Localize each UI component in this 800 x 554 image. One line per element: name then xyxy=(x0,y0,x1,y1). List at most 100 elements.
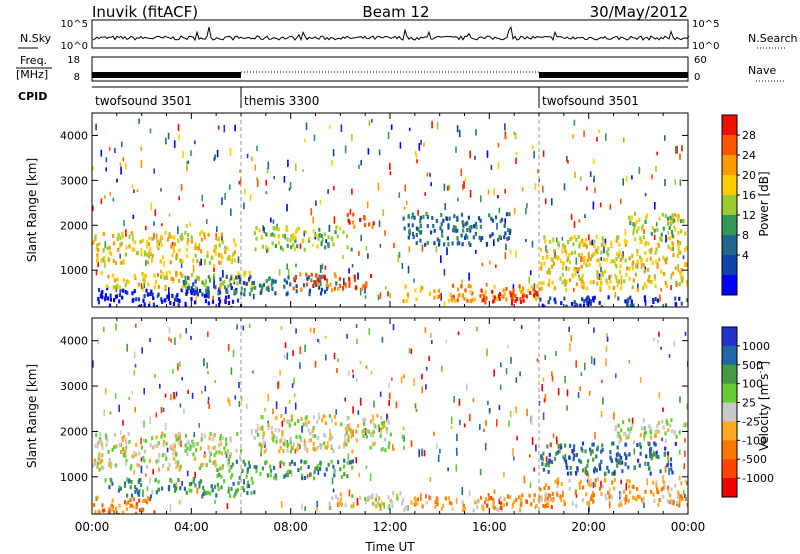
echo-cell xyxy=(141,238,144,243)
speckle xyxy=(114,393,117,399)
echo-cell xyxy=(335,281,338,286)
echo-cell xyxy=(522,298,525,303)
speckle xyxy=(347,453,350,461)
echo-cell xyxy=(218,450,221,455)
echo-cell xyxy=(292,237,295,242)
speckle xyxy=(636,261,639,269)
echo-cell xyxy=(537,497,540,502)
echo-cell xyxy=(293,247,296,252)
speckle xyxy=(352,501,355,509)
echo-cell xyxy=(225,437,228,442)
echo-cell xyxy=(300,459,303,464)
echo-cell xyxy=(628,418,631,423)
echo-cell xyxy=(477,499,480,503)
speckle xyxy=(316,508,318,512)
echo-cell xyxy=(228,494,232,499)
echo-cell xyxy=(289,449,292,454)
echo-cell xyxy=(445,216,448,221)
echo-cell xyxy=(612,259,615,264)
echo-cell xyxy=(484,300,487,305)
echo-cell xyxy=(101,290,104,294)
echo-cell xyxy=(447,223,450,228)
echo-cell xyxy=(229,438,232,443)
echo-cell xyxy=(549,239,552,244)
echo-cell xyxy=(254,247,257,252)
echo-cell xyxy=(424,242,427,247)
velocity-colorbar-label-sup: -1 xyxy=(756,366,765,374)
speckle xyxy=(358,164,360,169)
echo-cell xyxy=(181,285,184,290)
speckle xyxy=(531,144,534,150)
echo-cell xyxy=(307,428,310,433)
echo-cell xyxy=(137,492,140,497)
echo-cell xyxy=(670,230,674,235)
speckle xyxy=(457,197,459,202)
echo-cell xyxy=(564,459,568,464)
speckle xyxy=(179,403,182,408)
echo-cell xyxy=(525,294,528,299)
echo-cell xyxy=(652,480,655,485)
echo-cell xyxy=(607,295,610,300)
echo-cell xyxy=(207,301,210,306)
echo-cell xyxy=(623,279,626,284)
echo-cell xyxy=(244,462,247,467)
echo-cell xyxy=(671,470,674,475)
echo-cell xyxy=(317,436,320,441)
echo-cell xyxy=(126,493,129,498)
echo-cell xyxy=(311,429,314,433)
echo-cell xyxy=(117,232,120,237)
echo-cell xyxy=(627,433,631,437)
echo-cell xyxy=(261,444,264,449)
echo-cell xyxy=(200,237,203,242)
speckle xyxy=(605,358,607,367)
speckle xyxy=(275,401,278,410)
echo-cell xyxy=(592,252,595,256)
echo-cell xyxy=(137,463,140,468)
echo-cell xyxy=(149,494,153,499)
echo-cell xyxy=(325,467,328,472)
speckle xyxy=(564,453,567,459)
echo-cell xyxy=(577,267,580,272)
echo-cell xyxy=(413,502,416,507)
speckle xyxy=(236,324,238,330)
speckle xyxy=(387,291,389,297)
echo-cell xyxy=(606,281,609,286)
echo-cell xyxy=(109,293,112,298)
echo-cell xyxy=(466,228,469,232)
echo-cell xyxy=(685,280,688,285)
echo-cell xyxy=(348,220,351,225)
echo-cell xyxy=(221,255,224,260)
speckle xyxy=(646,478,648,486)
speckle xyxy=(319,199,322,205)
speckle xyxy=(620,479,622,485)
echo-cell xyxy=(219,466,222,471)
echo-cell xyxy=(670,221,673,226)
speckle xyxy=(154,373,156,379)
speckle xyxy=(684,331,687,336)
echo-cell xyxy=(581,498,585,503)
echo-cell xyxy=(400,501,404,506)
speckle xyxy=(551,371,553,376)
speckle xyxy=(164,393,167,398)
echo-cell xyxy=(97,287,101,292)
speckle xyxy=(602,397,604,405)
echo-cell xyxy=(630,215,633,220)
speckle xyxy=(178,134,180,141)
velocity-ylabel: Slant Range [km] xyxy=(25,364,39,468)
colorbar-frame xyxy=(721,326,738,498)
echo-cell xyxy=(650,231,653,236)
speckle xyxy=(179,333,182,339)
echo-cell xyxy=(249,292,252,297)
speckle xyxy=(283,176,286,183)
speckle xyxy=(331,477,334,485)
echo-cell xyxy=(467,215,470,220)
echo-cell xyxy=(683,247,687,252)
echo-cell xyxy=(380,427,383,432)
echo-cell xyxy=(201,494,204,499)
echo-cell xyxy=(265,286,269,291)
echo-cell xyxy=(627,498,630,503)
speckle xyxy=(208,403,210,409)
echo-cell xyxy=(281,429,284,434)
echo-cell xyxy=(187,283,190,288)
echo-cell xyxy=(231,472,234,477)
